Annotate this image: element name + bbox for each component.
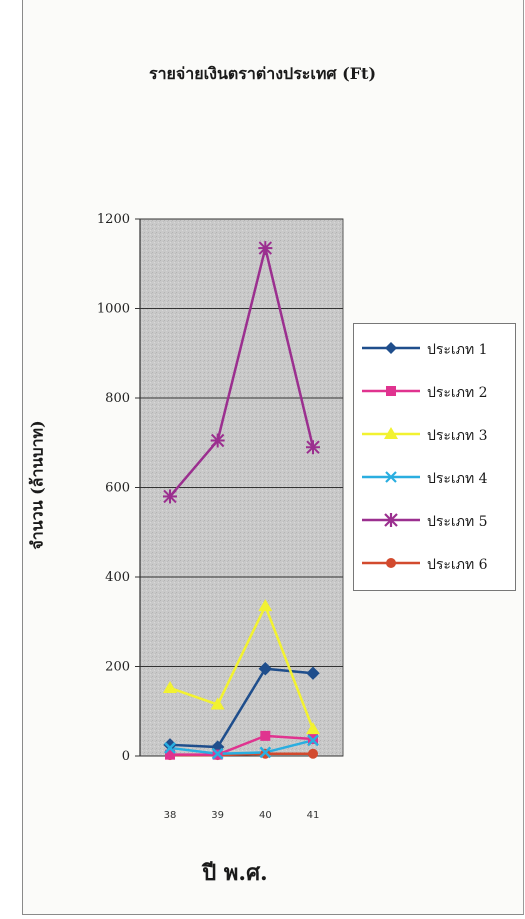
legend-label: ประเภท 2 (427, 385, 488, 401)
data-point-series-6 (308, 748, 318, 759)
legend-swatch (362, 342, 420, 354)
x-tick-label: 38 (164, 810, 177, 821)
x-tick-label: 41 (307, 810, 320, 821)
data-point-series-1 (306, 666, 320, 680)
y-tick-label: 400 (105, 570, 130, 585)
data-point-series-3 (258, 599, 273, 612)
data-point-series-4 (164, 742, 176, 754)
y-tick-label: 800 (105, 391, 130, 406)
legend-swatch (362, 558, 420, 568)
series-line-4 (169, 739, 314, 756)
data-point-series-4 (211, 747, 224, 760)
data-point-series-5 (210, 433, 225, 448)
data-point-series-3 (163, 680, 177, 693)
legend-swatch (362, 386, 420, 396)
series-line-3 (169, 602, 315, 730)
data-point-series-5 (163, 489, 177, 504)
legend-label: ประเภท 4 (427, 471, 488, 487)
x-tick-label: 40 (259, 810, 272, 821)
data-point-series-1 (258, 662, 273, 676)
data-point-series-5 (306, 440, 320, 455)
y-tick-label: 600 (105, 481, 130, 496)
legend-item: ประเภท 4 (354, 465, 515, 489)
data-point-series-5 (258, 241, 273, 256)
data-point-series-4 (259, 746, 272, 759)
y-tick-label: 1200 (97, 212, 130, 227)
x-tick-label: 39 (211, 810, 224, 821)
legend-swatch (362, 427, 420, 439)
legend-item: ประเภท 5 (354, 508, 515, 532)
legend-label: ประเภท 5 (427, 514, 488, 530)
y-tick-label: 1000 (97, 302, 130, 317)
legend-label: ประเภท 1 (427, 342, 488, 358)
series-line-5 (169, 247, 315, 498)
legend-label: ประเภท 3 (427, 428, 488, 444)
chart-title: รายจ่ายเงินตราต่างประเทศ (Ft) (148, 64, 377, 83)
legend-swatch (362, 471, 420, 483)
legend-item: ประเภท 2 (354, 379, 515, 403)
data-point-series-3 (210, 697, 225, 710)
legend-label: ประเภท 6 (427, 557, 488, 573)
data-point-series-4 (307, 734, 319, 747)
data-point-series-3 (306, 722, 320, 735)
y-tick-label: 0 (122, 749, 130, 764)
series-line-2 (170, 734, 314, 756)
data-point-series-2 (165, 749, 175, 760)
chart-legend: ประเภท 1 ประเภท 2 ประเภท 3 ประเภท 4 ประเภท 5… (353, 323, 516, 591)
legend-item: ประเภท 1 (354, 336, 515, 360)
data-point-series-2 (260, 730, 271, 741)
legend-item: ประเภท 3 (354, 422, 515, 446)
x-axis-label: ปี พ.ศ. (202, 860, 268, 886)
y-tick-label: 200 (105, 660, 130, 675)
legend-swatch (362, 513, 420, 527)
legend-item: ประเภท 6 (354, 551, 515, 575)
